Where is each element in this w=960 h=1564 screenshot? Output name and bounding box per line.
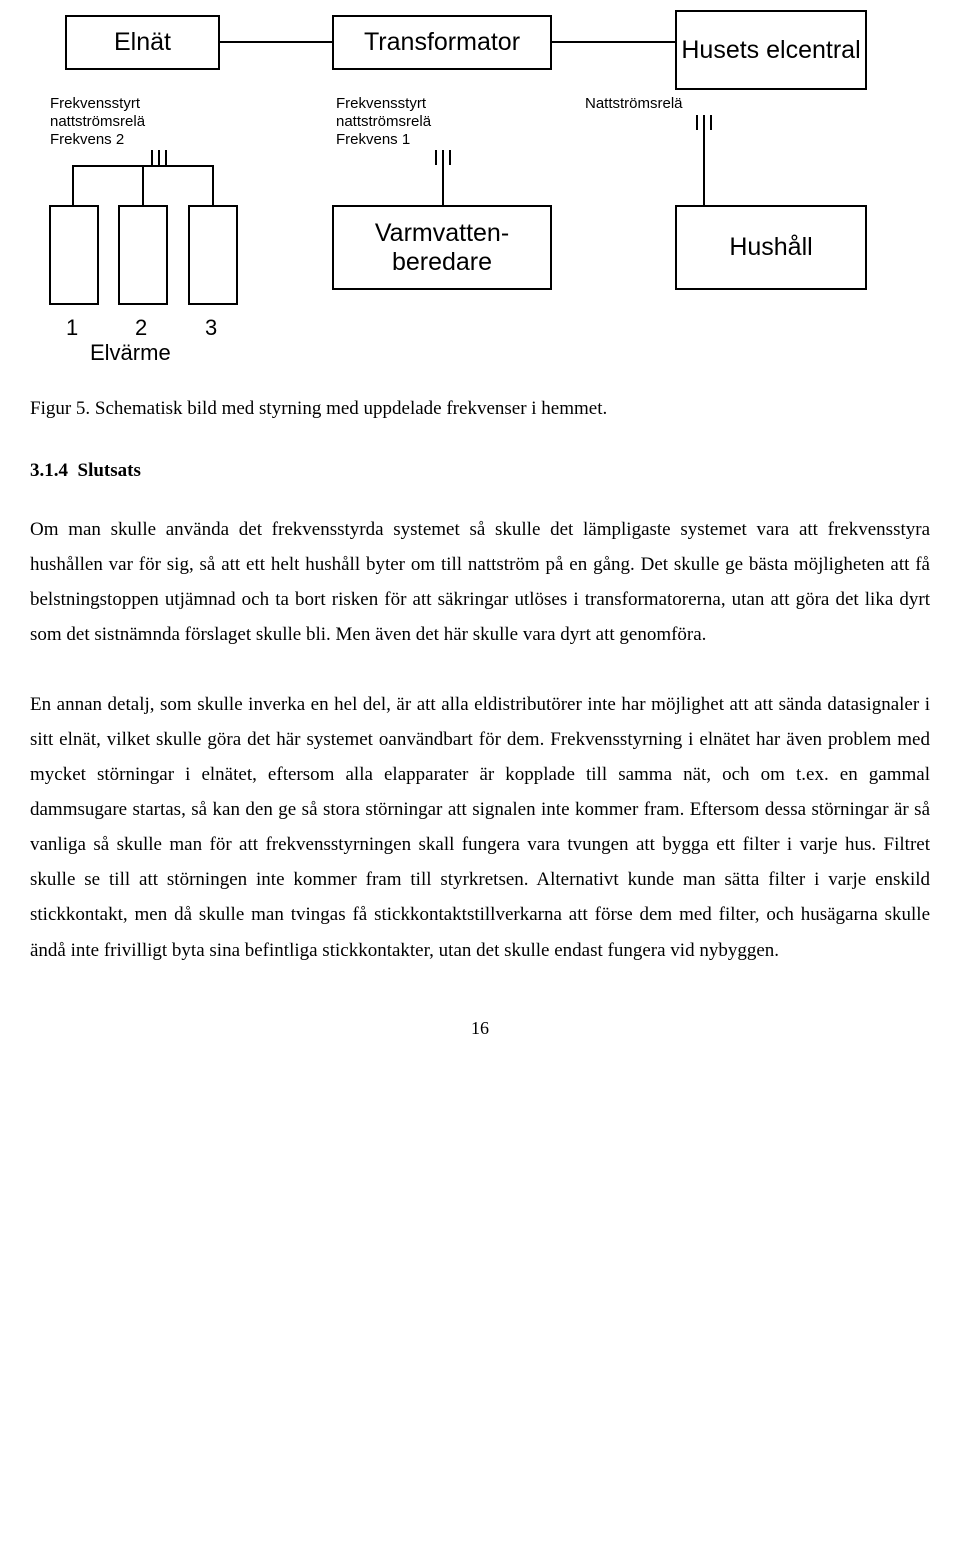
node-transformator: Transformator [332, 15, 552, 70]
conn-transformator-husets [552, 41, 675, 43]
natt-tick-1 [696, 115, 698, 130]
node-elvarme-3 [188, 205, 238, 305]
page-number: 16 [30, 1018, 930, 1039]
label-freq2: Frekvensstyrt nattströmsrelä Frekvens 2 [50, 95, 145, 149]
label-elvarme-num-3: 3 [205, 315, 217, 341]
freq2-drop-2 [142, 165, 144, 205]
node-varmvattenberedare: Varmvatten- beredare [332, 205, 552, 290]
paragraph-2: En annan detalj, som skulle inverka en h… [30, 687, 930, 968]
label-nattstromsrela: Nattströmsrelä [585, 95, 683, 113]
node-husets-elcentral: Husets elcentral [675, 10, 867, 90]
freq1-tick-1 [435, 150, 437, 165]
freq1-tick-2 [442, 150, 444, 165]
node-elnat: Elnät [65, 15, 220, 70]
freq2-tick-1 [151, 150, 153, 165]
section-number: 3.1.4 [30, 460, 68, 481]
label-elvarme-title: Elvärme [90, 340, 171, 366]
natt-tick-3 [710, 115, 712, 130]
conn-elnat-transformator [220, 41, 332, 43]
freq1-tick-3 [449, 150, 451, 165]
schematic-diagram: Elnät Transformator Husets elcentral Var… [30, 10, 930, 380]
freq2-drop-1 [72, 165, 74, 205]
paragraph-1: Om man skulle använda det frekvensstyrda… [30, 512, 930, 653]
label-elvarme-num-2: 2 [135, 315, 147, 341]
freq2-tick-3 [165, 150, 167, 165]
freq2-drop-3 [212, 165, 214, 205]
figure-caption: Figur 5. Schematisk bild med styrning me… [30, 398, 930, 420]
natt-drop [703, 130, 705, 205]
node-elvarme-2 [118, 205, 168, 305]
natt-tick-2 [703, 115, 705, 130]
label-freq1: Frekvensstyrt nattströmsrelä Frekvens 1 [336, 95, 431, 149]
node-hushall: Hushåll [675, 205, 867, 290]
freq2-tick-2 [158, 150, 160, 165]
section-heading: 3.1.4 Slutsats [30, 460, 930, 482]
freq1-drop [442, 165, 444, 205]
label-elvarme-num-1: 1 [66, 315, 78, 341]
node-elvarme-1 [49, 205, 99, 305]
section-title: Slutsats [78, 460, 141, 481]
